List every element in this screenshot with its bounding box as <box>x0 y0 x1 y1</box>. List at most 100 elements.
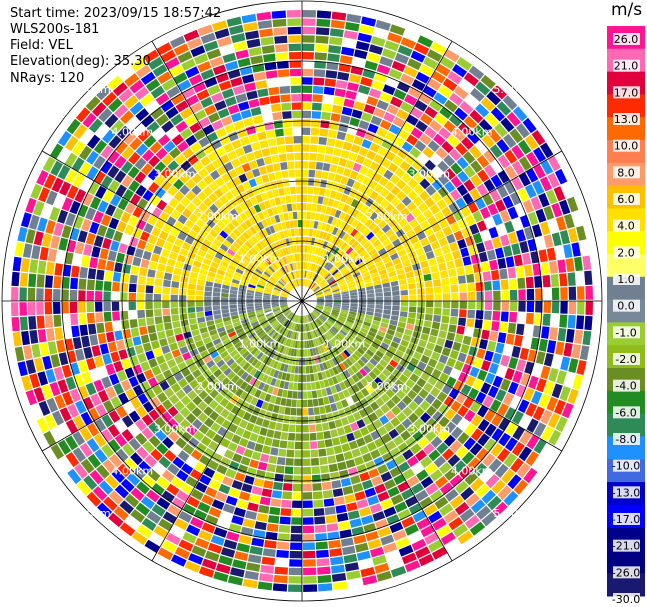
velocity-cell <box>221 301 229 306</box>
velocity-cell <box>201 332 210 340</box>
velocity-cell <box>275 270 282 278</box>
velocity-cell <box>36 170 49 186</box>
velocity-cell <box>485 474 500 489</box>
velocity-cell <box>262 445 271 455</box>
velocity-cell <box>217 108 230 119</box>
velocity-cell <box>258 317 267 323</box>
velocity-cell <box>542 313 551 326</box>
velocity-cell <box>252 115 264 125</box>
velocity-cell <box>288 264 292 272</box>
velocity-cell <box>152 64 168 78</box>
velocity-cell <box>476 505 492 520</box>
velocity-cell <box>363 241 372 249</box>
velocity-cell <box>149 332 158 342</box>
velocity-cell <box>456 184 469 197</box>
velocity-cell <box>322 344 328 352</box>
velocity-cell <box>236 368 245 377</box>
velocity-cell <box>307 280 311 288</box>
velocity-cell <box>372 225 381 235</box>
velocity-cell <box>45 315 54 328</box>
velocity-cell <box>266 190 274 199</box>
velocity-cell <box>354 191 364 201</box>
velocity-cell <box>221 288 230 294</box>
velocity-cell <box>468 301 476 310</box>
velocity-cell <box>356 437 366 447</box>
velocity-cell <box>524 134 539 150</box>
velocity-cell <box>246 308 255 313</box>
velocity-cell <box>493 301 501 311</box>
velocity-cell <box>448 388 460 400</box>
velocity-cell <box>155 147 168 160</box>
velocity-cell <box>303 262 306 270</box>
velocity-cell <box>332 257 340 265</box>
velocity-cell <box>317 278 324 285</box>
velocity-cell <box>83 475 98 491</box>
velocity-cell <box>251 321 259 327</box>
velocity-cell <box>105 386 117 399</box>
velocity-cell <box>307 399 314 407</box>
velocity-cell <box>195 295 204 301</box>
velocity-cell <box>116 221 127 233</box>
velocity-cell <box>287 348 292 356</box>
velocity-cell <box>432 517 447 531</box>
velocity-cell <box>179 313 188 321</box>
velocity-cell <box>310 127 320 136</box>
velocity-cell <box>463 396 474 409</box>
velocity-cell <box>396 190 407 201</box>
velocity-cell <box>411 482 424 495</box>
velocity-cell <box>561 402 574 419</box>
velocity-cell <box>388 324 397 331</box>
velocity-cell <box>396 326 405 334</box>
velocity-cell <box>433 344 443 354</box>
velocity-cell <box>248 281 257 286</box>
velocity-cell <box>454 107 468 121</box>
velocity-cell <box>142 342 152 352</box>
velocity-cell <box>174 372 184 382</box>
colorbar-unit: m/s <box>611 0 643 20</box>
velocity-cell <box>302 315 305 324</box>
velocity-cell <box>321 481 332 491</box>
velocity-cell <box>74 463 88 479</box>
velocity-cell <box>59 407 72 422</box>
velocity-cell <box>170 294 178 301</box>
velocity-cell <box>353 411 362 421</box>
velocity-cell <box>46 261 55 275</box>
velocity-cell <box>218 555 233 566</box>
velocity-cell <box>112 311 120 321</box>
velocity-cell <box>410 127 423 139</box>
velocity-cell <box>204 104 217 116</box>
velocity-cell <box>497 403 509 417</box>
velocity-cell <box>400 430 412 441</box>
velocity-cell <box>265 531 278 541</box>
velocity-cell <box>323 308 332 312</box>
velocity-cell <box>314 516 326 525</box>
velocity-cell <box>130 327 140 338</box>
velocity-cell <box>201 522 216 534</box>
velocity-cell <box>346 347 354 355</box>
velocity-cell <box>335 401 344 410</box>
velocity-cell <box>423 382 434 393</box>
velocity-cell <box>169 251 178 260</box>
velocity-cell <box>175 260 184 269</box>
velocity-cell <box>350 144 361 154</box>
velocity-cell <box>405 378 416 389</box>
velocity-cell <box>377 330 386 337</box>
velocity-cell <box>390 280 399 287</box>
velocity-cell <box>540 262 550 275</box>
velocity-cell <box>327 377 334 386</box>
velocity-cell <box>481 329 490 340</box>
velocity-cell <box>354 274 362 281</box>
velocity-cell <box>209 56 224 68</box>
velocity-cell <box>69 200 81 215</box>
velocity-cell <box>130 509 146 523</box>
velocity-cell <box>293 280 297 288</box>
velocity-cell <box>408 86 422 99</box>
velocity-cell <box>219 135 231 146</box>
velocity-cell <box>320 325 327 333</box>
velocity-cell <box>475 197 486 210</box>
velocity-cell <box>358 294 367 298</box>
velocity-cell <box>239 136 250 146</box>
velocity-cell <box>182 147 194 159</box>
velocity-cell <box>120 110 134 125</box>
velocity-cell <box>239 247 247 255</box>
